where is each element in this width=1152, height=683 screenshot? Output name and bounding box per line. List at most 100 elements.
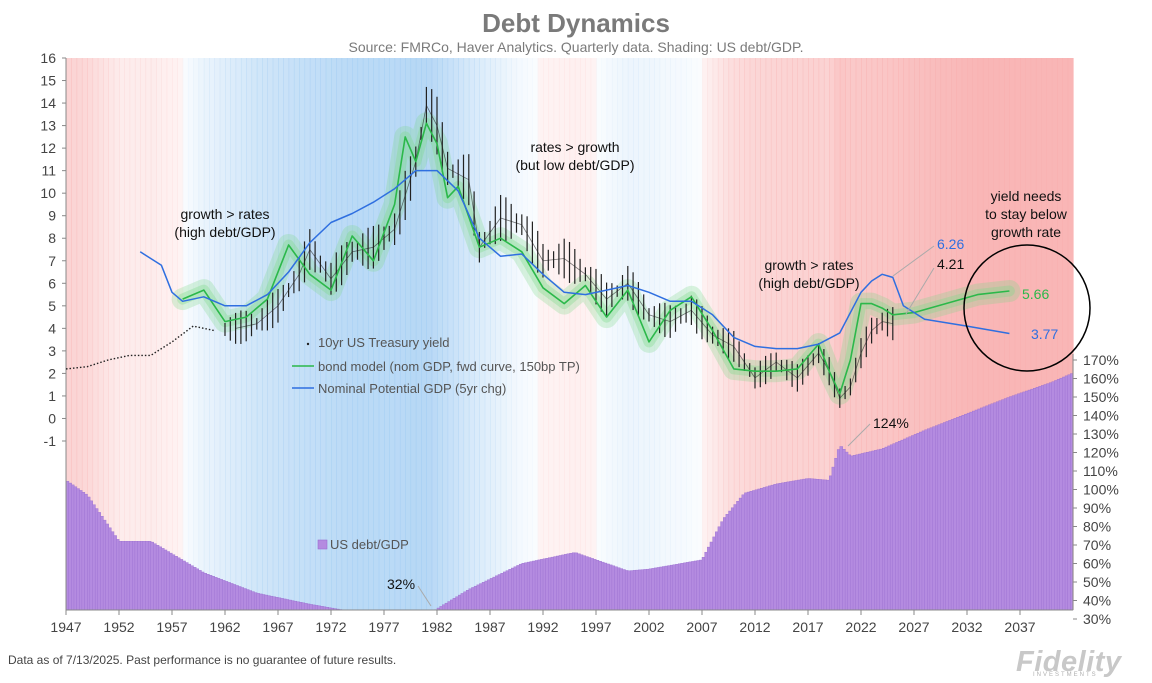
shade-band xyxy=(463,58,470,610)
shade-band xyxy=(219,58,226,610)
x-tick-label: 2012 xyxy=(739,619,770,635)
y-left-tick-label: 2 xyxy=(48,365,56,381)
shade-band xyxy=(304,58,311,610)
shade-band xyxy=(1051,58,1058,610)
shade-band xyxy=(691,58,698,610)
shade-band xyxy=(1014,58,1021,610)
shade-band xyxy=(1020,58,1026,610)
shade-band xyxy=(108,58,115,610)
shade-band xyxy=(861,58,867,610)
shade-band xyxy=(66,58,72,610)
y-right-tick-label: 110% xyxy=(1083,463,1118,479)
shade-band xyxy=(331,58,337,610)
shade-band xyxy=(315,58,321,610)
y-right-tick-label: 160% xyxy=(1083,371,1119,387)
y-left-tick-label: 3 xyxy=(48,343,56,359)
y-right-tick-label: 70% xyxy=(1083,537,1111,553)
x-tick-label: 1992 xyxy=(527,619,558,635)
shade-band xyxy=(230,58,237,610)
footer-note: Data as of 7/13/2025. Past performance i… xyxy=(8,653,397,667)
shade-band xyxy=(760,58,767,610)
shade-band xyxy=(182,58,189,610)
shade-band xyxy=(998,58,1005,610)
shade-band xyxy=(585,58,592,610)
annotation-rates-growth: rates > growth (but low debt/GDP) xyxy=(515,139,635,173)
y-left-tick-label: -1 xyxy=(44,433,57,449)
shade-band xyxy=(113,58,120,610)
y-right-tick-label: 50% xyxy=(1083,574,1111,590)
legend-yield: 10yr US Treasury yield xyxy=(318,335,450,350)
shade-band xyxy=(755,58,761,610)
shade-band xyxy=(1030,58,1037,610)
shade-band xyxy=(929,58,936,610)
shade-band xyxy=(543,58,549,610)
shade-band xyxy=(1046,58,1053,610)
shade-band xyxy=(553,58,560,610)
y-left-tick-label: 14 xyxy=(40,95,56,111)
shade-band xyxy=(670,58,677,610)
shade-band xyxy=(161,58,168,610)
shade-band xyxy=(521,58,528,610)
shade-band xyxy=(813,58,820,610)
x-tick-label: 2007 xyxy=(686,619,717,635)
x-tick-label: 2032 xyxy=(951,619,982,635)
shade-band xyxy=(119,58,125,610)
shade-band xyxy=(988,58,995,610)
shade-band xyxy=(702,58,708,610)
shade-band xyxy=(187,58,194,610)
shade-band xyxy=(156,58,162,610)
shade-band xyxy=(500,58,507,610)
shade-band xyxy=(903,58,910,610)
shade-band xyxy=(527,58,533,610)
shade-band xyxy=(415,58,422,610)
shade-band xyxy=(235,58,242,610)
shade-band xyxy=(384,58,390,610)
shade-band xyxy=(972,58,979,610)
shade-band xyxy=(479,58,486,610)
chart-title: Debt Dynamics xyxy=(482,8,670,38)
shade-band xyxy=(739,58,745,610)
shade-band xyxy=(399,58,406,610)
shade-band xyxy=(876,58,883,610)
shade-band xyxy=(776,58,783,610)
shade-band xyxy=(558,58,565,610)
shade-band xyxy=(251,58,258,610)
y-left-tick-label: 1 xyxy=(48,388,56,404)
shade-band xyxy=(177,58,184,610)
shade-band xyxy=(532,58,539,610)
axes: 161514131211109876543210-1170%160%150%14… xyxy=(40,50,1118,635)
shade-band xyxy=(262,58,268,610)
x-tick-label: 2017 xyxy=(792,619,823,635)
shade-band xyxy=(733,58,740,610)
x-tick-label: 1962 xyxy=(209,619,240,635)
shade-band xyxy=(288,58,295,610)
shade-band xyxy=(368,58,374,610)
shade-band xyxy=(325,58,332,610)
shade-band xyxy=(537,58,544,610)
shade-band xyxy=(299,58,306,610)
leader-626 xyxy=(892,245,935,277)
shade-band xyxy=(627,58,634,610)
shade-band xyxy=(1025,58,1032,610)
shade-band xyxy=(887,58,894,610)
label-model-value: 5.66 xyxy=(1022,286,1050,302)
shade-band xyxy=(993,58,1000,610)
shade-band xyxy=(198,58,205,610)
shade-band xyxy=(664,58,671,610)
y-left-tick-label: 0 xyxy=(48,410,56,426)
shade-band xyxy=(633,58,639,610)
shade-band xyxy=(293,58,300,610)
shade-band xyxy=(490,58,496,610)
shade-band xyxy=(272,58,279,610)
overlay-marks xyxy=(292,244,1091,607)
shade-band xyxy=(442,58,449,610)
shade-band xyxy=(898,58,904,610)
x-tick-label: 2037 xyxy=(1004,619,1035,635)
shade-band xyxy=(564,58,571,610)
shade-band xyxy=(601,58,608,610)
shade-band xyxy=(129,58,136,610)
shade-band xyxy=(717,58,724,610)
shade-band xyxy=(643,58,650,610)
label-nominal-gdp-value: 6.26 xyxy=(937,236,965,252)
